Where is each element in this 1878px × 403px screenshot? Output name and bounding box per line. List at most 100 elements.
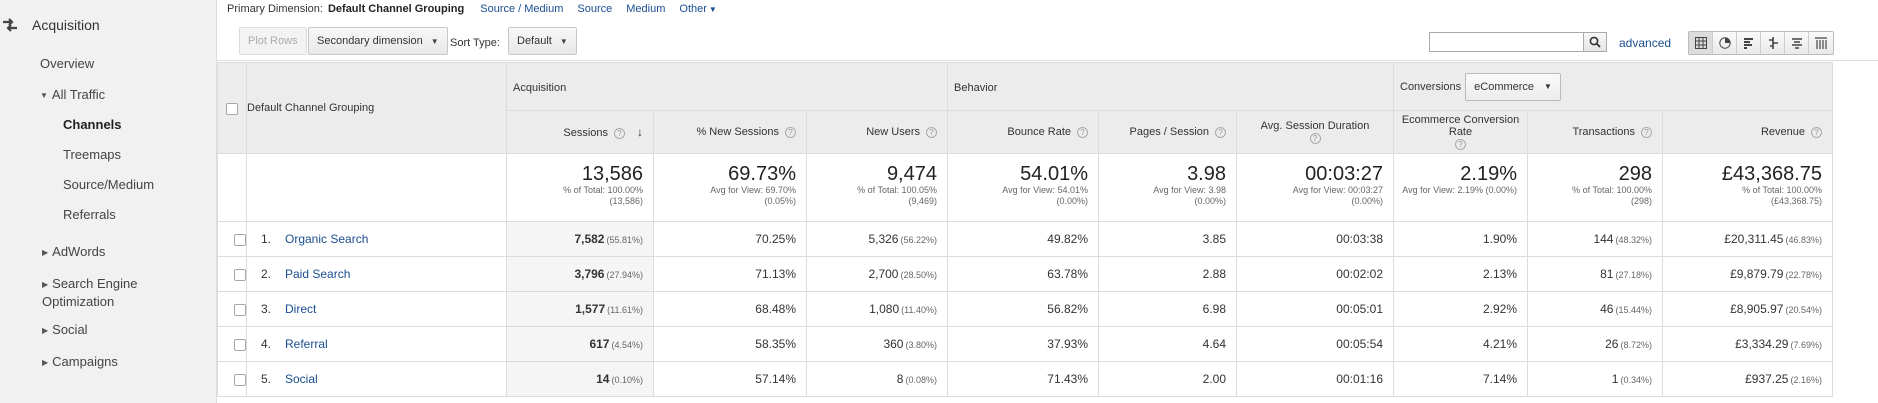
total-sub: Avg for View: 3.98 [1153,185,1226,195]
sidebar-item-seo[interactable]: ▶ Search Engine Optimization [42,275,182,310]
chevron-down-icon: ▼ [708,5,717,14]
cell-value: 26 [1605,337,1619,351]
help-icon[interactable]: ? [1215,127,1226,138]
channel-link[interactable]: Direct [285,302,317,316]
channel-link[interactable]: Social [285,372,318,386]
table-search-input[interactable] [1429,32,1584,52]
acquisition-arrows-icon [0,15,20,35]
cell-bounce-rate: 71.43% [947,361,1099,397]
group-acquisition-title: Acquisition [513,81,567,94]
cell-pages-session: 3.85 [1098,221,1237,257]
primary-dimension-source[interactable]: Source [577,3,613,15]
sidebar-item-all-traffic[interactable]: ▼ All Traffic [40,87,105,102]
performance-view-icon[interactable] [1737,32,1761,54]
sidebar-item-treemaps[interactable]: Treemaps [63,147,122,162]
help-icon[interactable]: ? [1641,127,1652,138]
row-dimension: 1. Organic Search [246,221,507,257]
view-toggle-group [1688,31,1834,55]
col-avg-session-duration[interactable]: Avg. Session Duration? [1236,110,1394,154]
sort-descending-icon[interactable]: ↓ [637,125,643,139]
col-pages-session[interactable]: Pages / Session? [1098,110,1237,154]
col-new-users[interactable]: New Users? [806,110,948,154]
sidebar-item-source-medium[interactable]: Source/Medium [63,177,155,192]
cell-pct: (56.22%) [900,235,937,245]
help-icon[interactable]: ? [1309,133,1321,144]
conversion-type-dropdown[interactable]: eCommerce ▼ [1465,72,1561,101]
sidebar-item-social[interactable]: ▶ Social [42,322,88,337]
row-dimension: 2. Paid Search [246,256,507,292]
primary-dimension-other[interactable]: Other ▼ [679,3,716,15]
sidebar-item-overview[interactable]: Overview [40,56,95,71]
cell-transactions: 144 (48.32%) [1527,221,1663,257]
cell-value: 360 [883,337,904,351]
help-icon[interactable]: ? [614,128,625,139]
help-icon[interactable]: ? [1077,127,1088,138]
col-sessions[interactable]: Sessions? ↓ [506,110,654,154]
plot-rows-button[interactable]: Plot Rows [239,27,307,55]
cell-value: 6.98 [1202,302,1226,316]
comparison-view-icon[interactable] [1761,32,1785,54]
col-ecommerce-conversion-rate[interactable]: Ecommerce Conversion Rate? [1393,110,1528,154]
cell-new-users: 8 (0.08%) [806,361,948,397]
help-icon[interactable]: ? [1455,139,1466,150]
cell-sessions: 617 (4.54%) [506,326,654,362]
col-label: Transactions [1572,126,1635,138]
cell-value: 2.92% [1482,302,1517,316]
help-icon[interactable]: ? [785,127,796,138]
cell-value: 00:05:54 [1336,337,1383,351]
data-table-view-icon[interactable] [1689,32,1713,54]
select-all-checkbox[interactable] [226,102,238,115]
col-revenue[interactable]: Revenue? [1662,110,1833,154]
cell-revenue: £937.25 (2.16%) [1662,361,1833,397]
chevron-down-icon: ▼ [559,36,568,46]
row-number: 4. [261,337,272,351]
row-checkbox[interactable] [234,268,246,281]
row-checkbox[interactable] [234,373,246,386]
col-new-sessions[interactable]: % New Sessions? [653,110,807,154]
cell-revenue: £3,334.29 (7.69%) [1662,326,1833,362]
cell-value: 63.78% [1047,267,1088,281]
col-bounce-rate[interactable]: Bounce Rate? [947,110,1099,154]
cell-transactions: 81 (27.18%) [1527,256,1663,292]
cell-new-sessions: 70.25% [653,221,807,257]
group-behavior: Behavior [947,62,1394,111]
sidebar-item-referrals[interactable]: Referrals [63,207,116,222]
advanced-filter-link[interactable]: advanced [1619,36,1672,50]
channel-link[interactable]: Referral [285,337,328,351]
total-value: 2.19% [1460,163,1517,185]
sidebar-item-label: AdWords [52,244,106,259]
sidebar-item-channels[interactable]: Channels [63,117,122,132]
dimension-header[interactable]: Default Channel Grouping [246,62,507,154]
term-cloud-view-icon[interactable] [1785,32,1809,54]
col-transactions[interactable]: Transactions? [1527,110,1663,154]
sidebar-item-campaigns[interactable]: ▶ Campaigns [42,354,118,369]
sort-type-dropdown[interactable]: Default ▼ [508,27,577,55]
sidebar-item-adwords[interactable]: ▶ AdWords [42,244,105,259]
row-checkbox[interactable] [234,233,246,246]
channel-link[interactable]: Paid Search [285,267,351,281]
cell-value: 70.25% [755,232,796,246]
cell-sessions: 7,582 (55.81%) [506,221,654,257]
sidebar-section-label: Acquisition [32,17,100,33]
search-button[interactable] [1584,32,1607,52]
cell-pct: (55.81%) [606,235,643,245]
cell-avg-duration: 00:02:02 [1236,256,1394,292]
channel-link[interactable]: Organic Search [285,232,369,246]
total-sub: Avg for View: 00:03:27 [1292,185,1383,195]
pie-chart-view-icon[interactable] [1713,32,1737,54]
help-icon[interactable]: ? [926,127,937,138]
row-checkbox[interactable] [234,303,246,316]
conversion-type-value: eCommerce [1474,80,1535,93]
help-icon[interactable]: ? [1811,127,1822,138]
pivot-view-icon[interactable] [1809,32,1833,54]
cell-value: 1 [1611,372,1619,386]
secondary-dimension-dropdown[interactable]: Secondary dimension ▼ [308,27,448,55]
cell-avg-duration: 00:05:01 [1236,291,1394,327]
cell-value: 617 [589,337,610,351]
primary-dimension-medium[interactable]: Medium [626,3,666,15]
primary-dimension-source-medium[interactable]: Source / Medium [480,3,564,15]
cell-value: 3,796 [574,267,605,281]
sidebar-section-acquisition[interactable]: Acquisition [0,15,100,35]
col-label: Avg. Session Duration [1260,120,1370,132]
row-checkbox[interactable] [234,338,246,351]
